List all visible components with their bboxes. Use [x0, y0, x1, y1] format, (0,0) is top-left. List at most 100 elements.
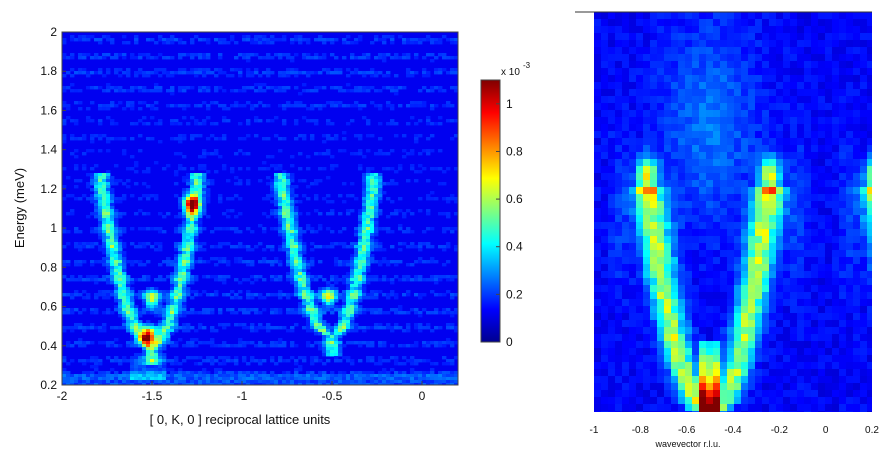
- left-heatmap-cell: [378, 242, 383, 246]
- left-heatmap-cell: [370, 260, 375, 264]
- left-heatmap-cell: [102, 200, 107, 204]
- left-heatmap-cell: [106, 200, 111, 204]
- left-heatmap-cell: [358, 224, 363, 228]
- left-heatmap-cell: [282, 218, 287, 222]
- left-heatmap-cell: [94, 311, 99, 315]
- left-heatmap-cell: [94, 377, 99, 381]
- left-heatmap-cell: [254, 104, 259, 108]
- left-heatmap-cell: [154, 380, 159, 384]
- left-heatmap-cell: [418, 197, 423, 201]
- left-heatmap-cell: [382, 38, 387, 42]
- left-heatmap-cell: [62, 230, 67, 234]
- left-heatmap-cell: [82, 341, 87, 345]
- left-heatmap-cell: [118, 266, 123, 270]
- left-heatmap-cell: [118, 359, 123, 363]
- right-heatmap-cell: [846, 89, 854, 97]
- left-heatmap-cell: [62, 377, 67, 381]
- left-heatmap-cell: [138, 311, 143, 315]
- left-heatmap-cell: [158, 368, 163, 372]
- left-heatmap-cell: [290, 59, 295, 63]
- left-heatmap-cell: [298, 281, 303, 285]
- right-heatmap-cell: [846, 40, 854, 48]
- right-heatmap-cell: [622, 68, 630, 76]
- left-heatmap-cell: [138, 227, 143, 231]
- left-heatmap-cell: [302, 83, 307, 87]
- left-heatmap-cell: [402, 371, 407, 375]
- left-heatmap-cell: [358, 380, 363, 384]
- right-heatmap-cell: [650, 82, 658, 90]
- left-heatmap-cell: [94, 56, 99, 60]
- left-heatmap-cell: [258, 242, 263, 246]
- left-heatmap-cell: [238, 242, 243, 246]
- left-heatmap-cell: [118, 248, 123, 252]
- right-heatmap-cell: [811, 68, 819, 76]
- left-heatmap-cell: [98, 182, 103, 186]
- left-heatmap-cell: [450, 86, 455, 90]
- left-heatmap-cell: [78, 275, 83, 279]
- left-heatmap-cell: [146, 293, 151, 297]
- left-heatmap-cell: [186, 356, 191, 360]
- left-heatmap-cell: [154, 338, 159, 342]
- left-heatmap-cell: [394, 92, 399, 96]
- left-heatmap-cell: [78, 197, 83, 201]
- left-heatmap-cell: [446, 215, 451, 219]
- left-heatmap-cell: [238, 230, 243, 234]
- left-heatmap-cell: [318, 332, 323, 336]
- left-heatmap-cell: [414, 341, 419, 345]
- left-heatmap-cell: [286, 272, 291, 276]
- right-heatmap-cell: [727, 89, 735, 97]
- left-heatmap-cell: [278, 182, 283, 186]
- left-heatmap-cell: [134, 344, 139, 348]
- right-heatmap-cell: [615, 33, 623, 41]
- left-heatmap-cell: [186, 377, 191, 381]
- right-heatmap-cell: [755, 40, 763, 48]
- right-heatmap-cell: [650, 145, 658, 153]
- left-heatmap-cell: [186, 227, 191, 231]
- left-heatmap-cell: [146, 362, 151, 366]
- right-heatmap-cell: [685, 26, 693, 34]
- right-heatmap-cell: [678, 54, 686, 62]
- left-heatmap-cell: [294, 194, 299, 198]
- left-heatmap-cell: [202, 176, 207, 180]
- left-heatmap-cell: [306, 212, 311, 216]
- left-heatmap-cell: [158, 362, 163, 366]
- right-heatmap-cell: [825, 33, 833, 41]
- left-heatmap-cell: [286, 212, 291, 216]
- right-heatmap-cell: [748, 19, 756, 27]
- left-heatmap-cell: [414, 374, 419, 378]
- left-heatmap-cell: [202, 377, 207, 381]
- left-heatmap-cell: [422, 380, 427, 384]
- left-heatmap-cell: [338, 338, 343, 342]
- left-heatmap-cell: [66, 380, 71, 384]
- left-heatmap-cell: [282, 137, 287, 141]
- left-heatmap-cell: [182, 206, 187, 210]
- left-heatmap-cell: [166, 41, 171, 45]
- left-heatmap-cell: [298, 239, 303, 243]
- right-heatmap-cell: [804, 26, 812, 34]
- left-heatmap-cell: [106, 275, 111, 279]
- left-heatmap-cell: [362, 266, 367, 270]
- left-heatmap-cell: [130, 341, 135, 345]
- left-heatmap-cell: [150, 305, 155, 309]
- right-heatmap-cell: [783, 173, 791, 181]
- left-heatmap-cell: [426, 242, 431, 246]
- left-heatmap-cell: [318, 317, 323, 321]
- left-heatmap-cell: [358, 260, 363, 264]
- left-heatmap-cell: [310, 383, 315, 385]
- left-heatmap-cell: [218, 137, 223, 141]
- left-heatmap-cell: [298, 380, 303, 384]
- left-heatmap-cell: [422, 56, 427, 60]
- left-heatmap-cell: [318, 383, 323, 385]
- left-heatmap-cell: [170, 275, 175, 279]
- right-heatmap-cell: [762, 110, 770, 118]
- left-heatmap-cell: [154, 314, 159, 318]
- right-heatmap-cell: [734, 173, 742, 181]
- right-heatmap-cell: [692, 138, 700, 146]
- left-heatmap-cell: [302, 245, 307, 249]
- left-heatmap-cell: [98, 71, 103, 75]
- left-heatmap-cell: [114, 380, 119, 384]
- left-heatmap-cell: [262, 197, 267, 201]
- left-heatmap-cell: [170, 296, 175, 300]
- right-heatmap-cell: [748, 138, 756, 146]
- left-heatmap-cell: [370, 203, 375, 207]
